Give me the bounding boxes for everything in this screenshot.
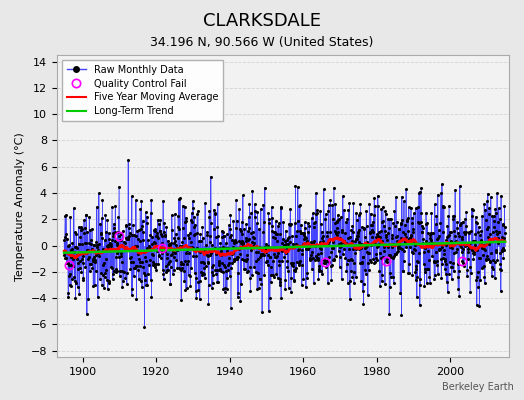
Text: Berkeley Earth: Berkeley Earth — [442, 382, 514, 392]
Text: 34.196 N, 90.566 W (United States): 34.196 N, 90.566 W (United States) — [150, 36, 374, 49]
Y-axis label: Temperature Anomaly (°C): Temperature Anomaly (°C) — [15, 132, 25, 280]
Legend: Raw Monthly Data, Quality Control Fail, Five Year Moving Average, Long-Term Tren: Raw Monthly Data, Quality Control Fail, … — [62, 60, 223, 121]
Text: CLARKSDALE: CLARKSDALE — [203, 12, 321, 30]
